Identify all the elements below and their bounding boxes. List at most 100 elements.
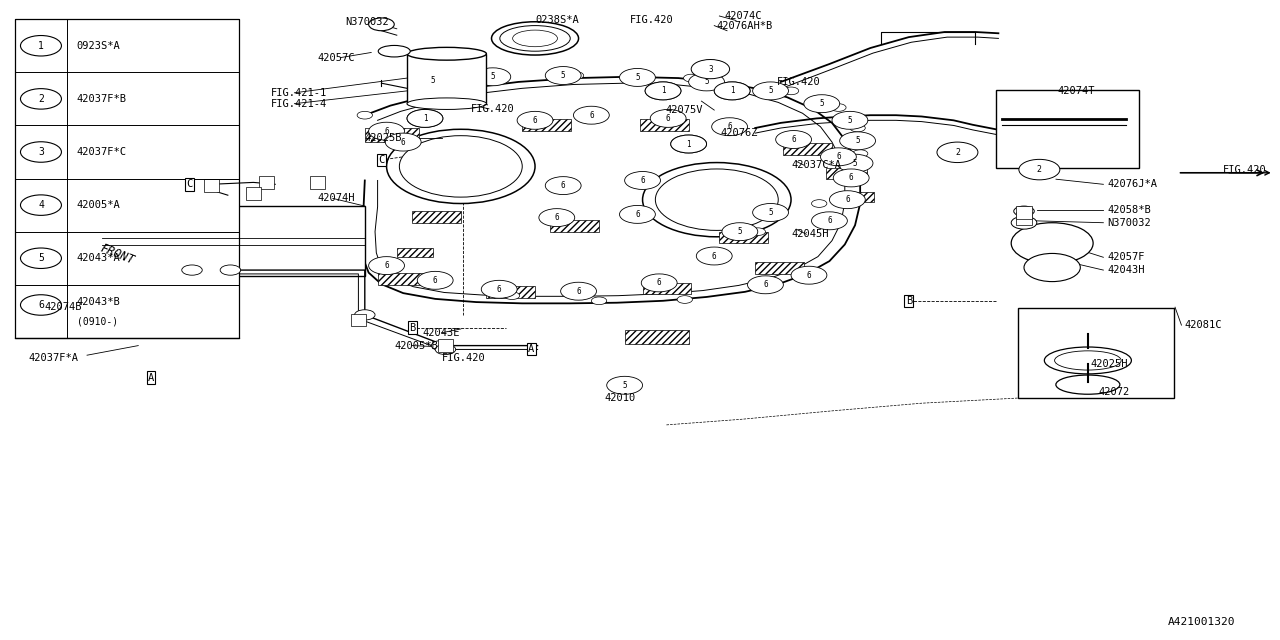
Circle shape [689,73,724,91]
Circle shape [812,212,847,230]
Circle shape [783,87,799,95]
Text: 2: 2 [38,94,44,104]
Circle shape [671,135,707,153]
Ellipse shape [1044,347,1132,374]
Circle shape [399,136,522,197]
Circle shape [20,248,61,269]
Circle shape [620,68,655,86]
Circle shape [415,71,451,89]
Circle shape [714,82,750,100]
Bar [550,220,599,232]
Text: 6: 6 [401,138,406,147]
Circle shape [417,271,453,289]
Circle shape [645,82,681,100]
Circle shape [573,106,609,124]
Bar [486,286,535,298]
Circle shape [840,132,876,150]
Text: 42005*B: 42005*B [394,340,438,351]
Text: 42010: 42010 [604,393,635,403]
Circle shape [545,67,581,84]
Bar [719,232,768,243]
Circle shape [753,204,788,221]
Circle shape [837,154,873,172]
Text: 5: 5 [704,77,709,86]
Bar [102,206,365,276]
Text: 1: 1 [422,114,428,123]
Text: 6: 6 [589,111,594,120]
Bar [246,187,261,200]
Bar [407,54,486,104]
Bar [838,192,874,202]
Text: 5: 5 [855,136,860,145]
Text: 42057C: 42057C [317,52,355,63]
Text: 5: 5 [819,99,824,108]
Circle shape [1019,159,1060,180]
Circle shape [453,76,468,84]
Text: FIG.421-1: FIG.421-1 [271,88,328,98]
Text: 42005*A: 42005*A [77,200,120,210]
Text: 6: 6 [849,173,854,182]
Text: 2: 2 [1037,165,1042,174]
Circle shape [655,169,778,230]
Bar [643,283,691,294]
Circle shape [837,175,852,183]
Text: 42076J*A: 42076J*A [1107,179,1157,189]
Circle shape [369,122,404,140]
Circle shape [385,133,421,151]
Text: 1: 1 [660,86,666,95]
Circle shape [714,82,750,100]
Text: 42037C*A: 42037C*A [791,160,841,170]
Bar [259,176,274,189]
Text: 6: 6 [657,278,662,287]
Circle shape [20,89,61,109]
Circle shape [753,82,788,100]
Text: 42074H: 42074H [317,193,355,204]
Circle shape [722,223,758,241]
Text: B: B [410,323,415,333]
Text: 2: 2 [955,148,960,157]
Circle shape [712,118,748,136]
Circle shape [832,111,868,129]
Circle shape [1011,223,1093,264]
Bar [412,211,461,223]
Text: 5: 5 [430,76,435,84]
Text: 6: 6 [384,261,389,270]
Circle shape [607,376,643,394]
Circle shape [545,177,581,195]
Text: 1: 1 [730,86,735,95]
Circle shape [620,205,655,223]
Text: 2: 2 [1037,165,1042,174]
Circle shape [1011,216,1037,229]
Text: 6: 6 [712,252,717,260]
Text: 6: 6 [763,280,768,289]
Circle shape [561,282,596,300]
Ellipse shape [512,30,558,47]
Bar [378,273,426,285]
Text: 42037F*A: 42037F*A [28,353,78,364]
Circle shape [369,18,394,31]
Text: 4: 4 [38,200,44,210]
Circle shape [650,109,686,127]
Text: 6: 6 [827,216,832,225]
Text: FIG.420: FIG.420 [442,353,485,364]
Circle shape [20,36,61,56]
Text: 42045H: 42045H [791,229,828,239]
Bar [204,179,219,192]
Circle shape [591,297,607,305]
Text: A: A [529,344,534,354]
Text: 6: 6 [727,122,732,131]
Bar [522,119,571,131]
Text: 6: 6 [635,210,640,219]
Circle shape [691,60,730,79]
Text: 42043*B: 42043*B [77,297,120,307]
Circle shape [481,280,517,298]
Text: 6: 6 [836,152,841,161]
Text: 6: 6 [845,195,850,204]
Text: 5: 5 [768,208,773,217]
Text: 2: 2 [955,148,960,157]
Circle shape [829,191,865,209]
Text: 1: 1 [686,140,691,148]
Text: 42043*A: 42043*A [77,253,120,263]
Ellipse shape [499,26,571,51]
Text: 42081C: 42081C [1184,320,1221,330]
